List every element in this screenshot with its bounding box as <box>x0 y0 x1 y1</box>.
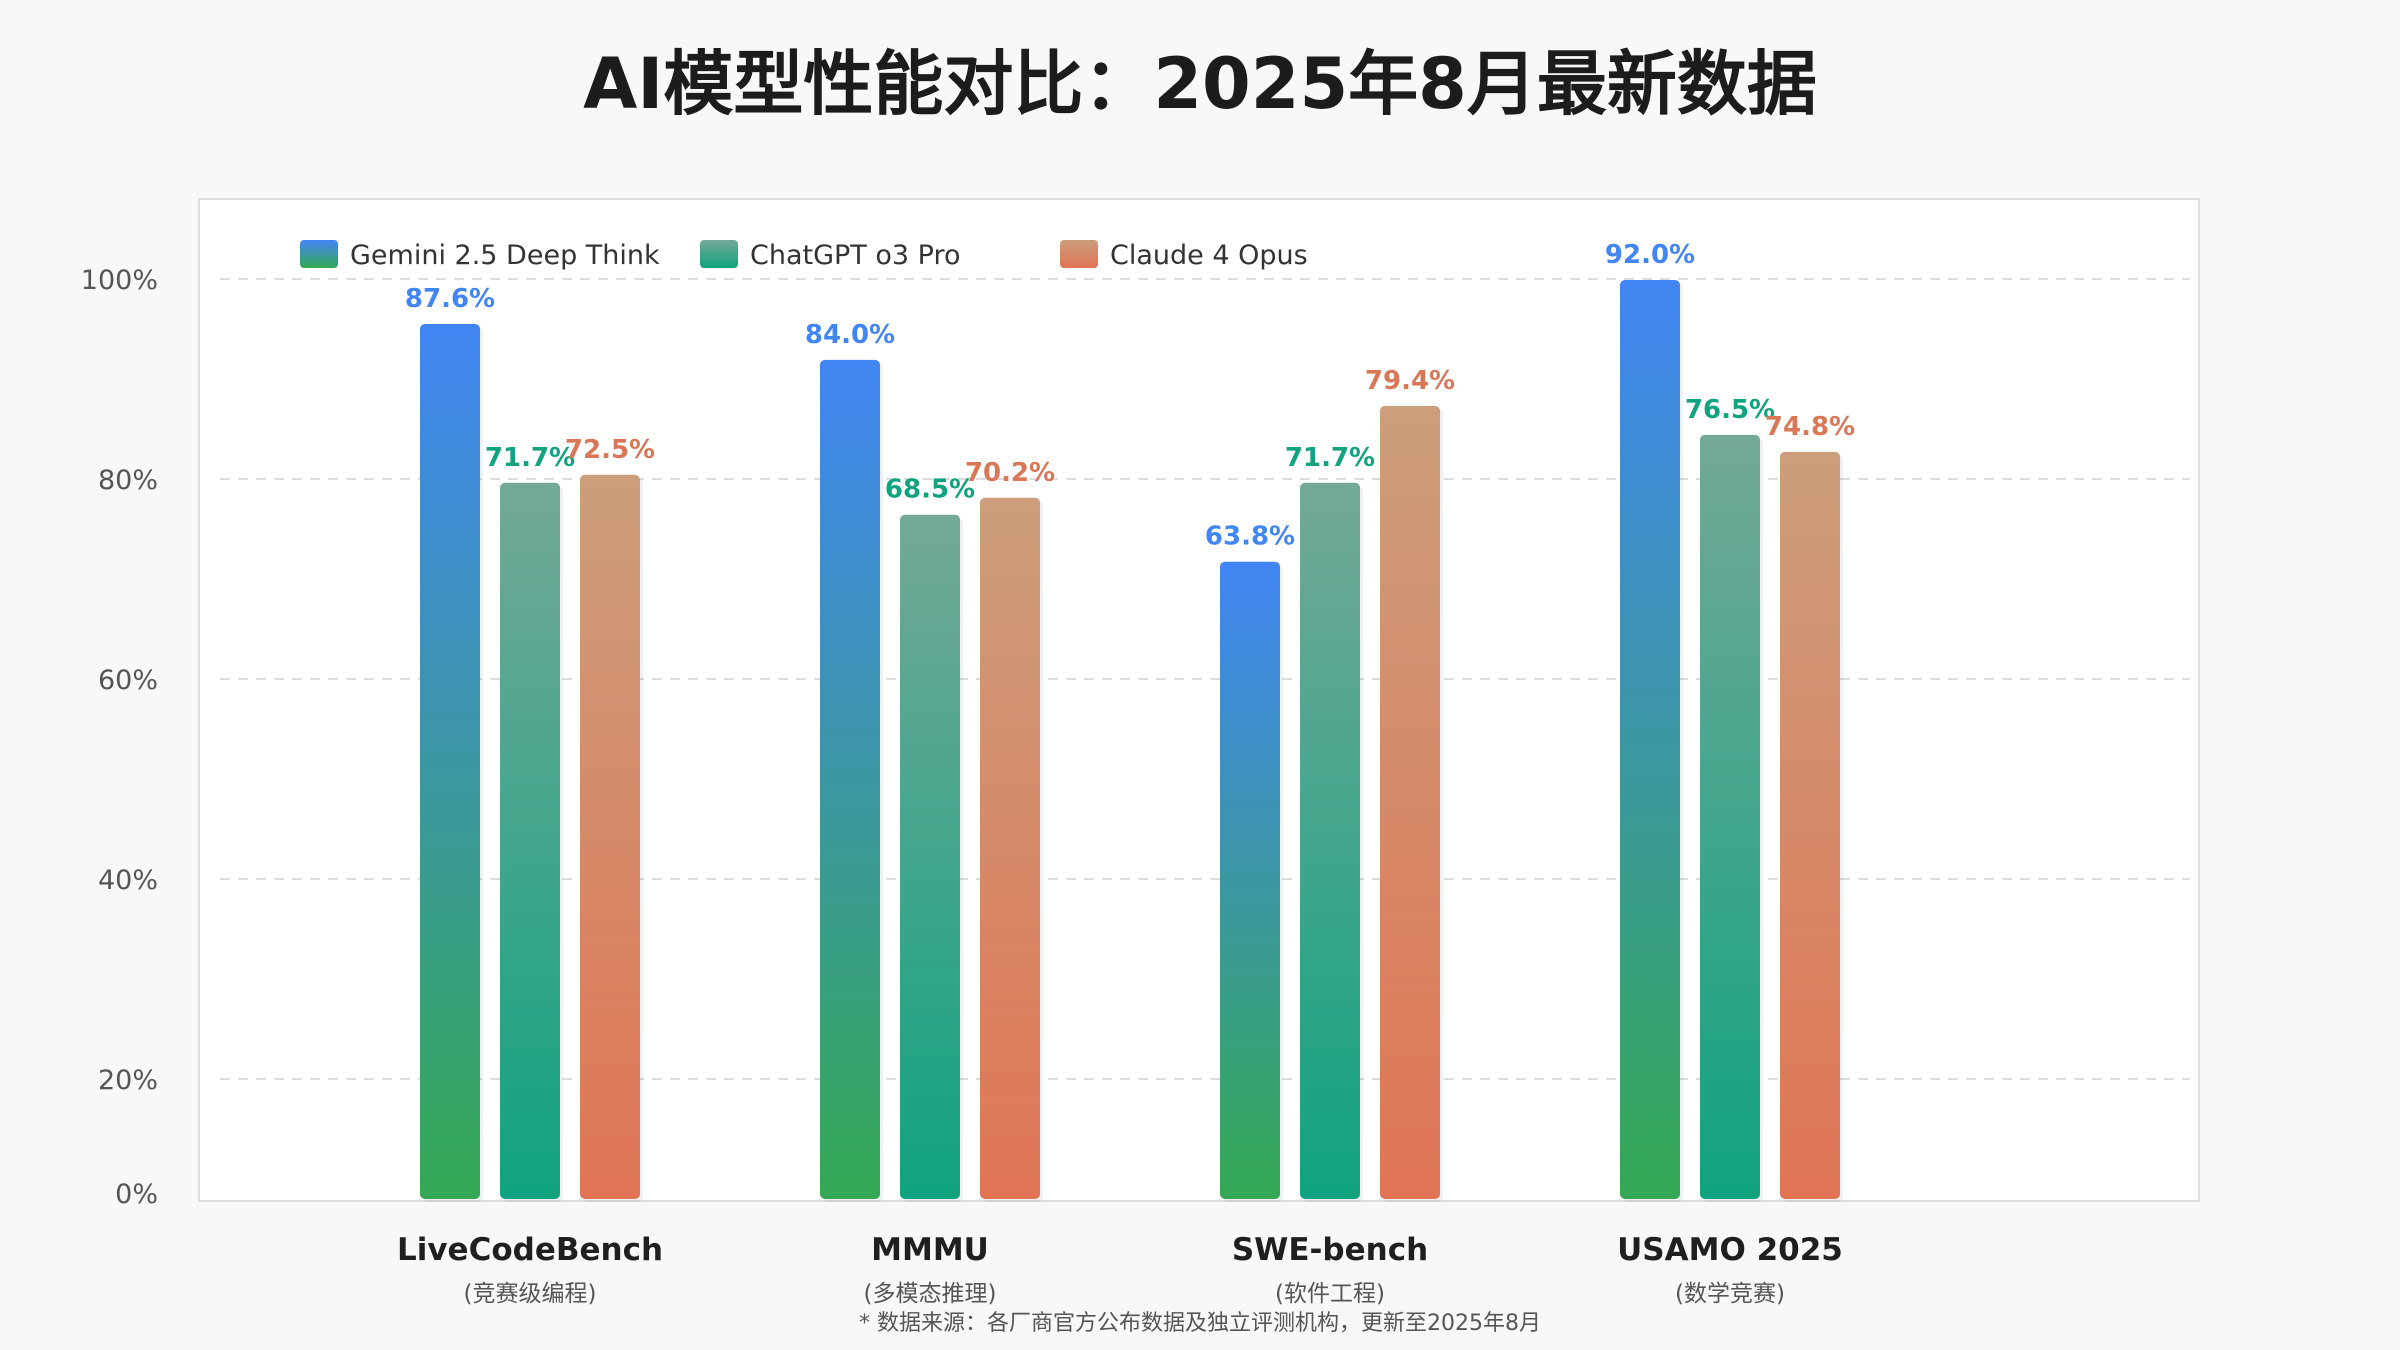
bar <box>1380 405 1440 1199</box>
y-tick-label: 60% <box>98 665 158 696</box>
data-label: 72.5% <box>565 435 655 465</box>
y-tick-label: 40% <box>98 865 158 896</box>
data-label: 74.8% <box>1765 412 1855 442</box>
data-label: 79.4% <box>1365 366 1455 396</box>
bar <box>580 474 640 1199</box>
legend-label: Claude 4 Opus <box>1110 240 1308 271</box>
data-label: 76.5% <box>1685 395 1775 425</box>
legend-swatch <box>700 240 738 268</box>
bar <box>1300 482 1360 1199</box>
y-tick-label: 20% <box>98 1065 158 1096</box>
data-label: 87.6% <box>405 284 495 314</box>
x-tick-sublabel: (多模态推理) <box>864 1281 997 1307</box>
plot-area <box>198 198 2200 1202</box>
x-tick-label: LiveCodeBench <box>397 1232 663 1268</box>
x-tick-label: USAMO 2025 <box>1617 1232 1843 1268</box>
data-label: 71.7% <box>1285 443 1375 473</box>
data-label: 84.0% <box>805 320 895 350</box>
data-label: 68.5% <box>885 475 975 505</box>
x-tick-sublabel: (软件工程) <box>1275 1281 1385 1307</box>
y-tick-label: 80% <box>98 465 158 496</box>
bar <box>1780 451 1840 1199</box>
bar <box>900 514 960 1199</box>
x-tick-sublabel: (竞赛级编程) <box>464 1281 597 1307</box>
bar <box>420 323 480 1200</box>
data-label: 92.0% <box>1605 240 1695 270</box>
bar <box>1700 434 1760 1199</box>
bar <box>820 359 880 1199</box>
data-label: 63.8% <box>1205 522 1295 552</box>
footnote: * 数据来源：各厂商官方公布数据及独立评测机构，更新至2025年8月 <box>859 1311 1541 1336</box>
legend-swatch <box>300 240 338 268</box>
y-tick-label: 0% <box>115 1179 158 1210</box>
x-tick-label: SWE-bench <box>1232 1232 1428 1268</box>
bar <box>980 497 1040 1199</box>
legend-label: ChatGPT o3 Pro <box>750 240 961 271</box>
x-tick-label: MMMU <box>871 1232 989 1268</box>
bar <box>1620 280 1680 1199</box>
bar <box>1220 561 1280 1199</box>
x-tick-sublabel: (数学竞赛) <box>1675 1281 1785 1307</box>
legend-swatch <box>1060 240 1098 268</box>
chart-title: AI模型性能对比：2025年8月最新数据 <box>583 43 1817 125</box>
bar <box>500 482 560 1199</box>
y-tick-label: 100% <box>81 265 158 296</box>
data-label: 70.2% <box>965 458 1055 488</box>
data-label: 71.7% <box>485 443 575 473</box>
legend-label: Gemini 2.5 Deep Think <box>350 240 660 271</box>
